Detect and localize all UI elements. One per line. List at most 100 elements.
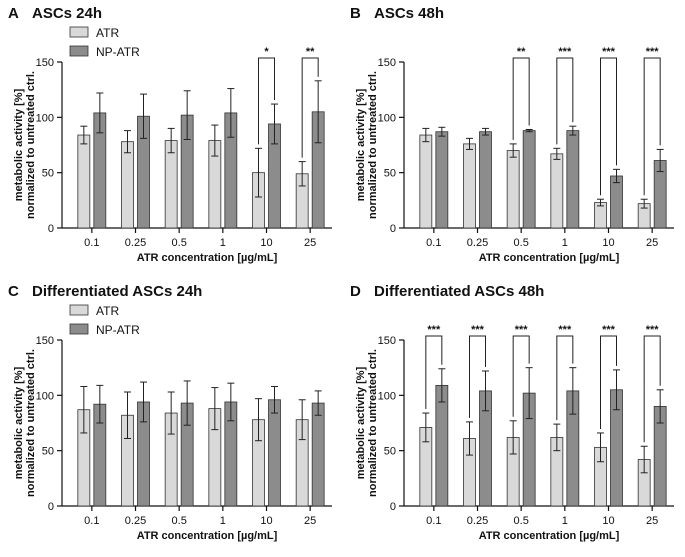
bar-np-atr-3 [566, 130, 580, 229]
x-tick-label-1: 0.25 [467, 237, 488, 249]
sig-bracket-2 [512, 57, 530, 140]
panel-d: D Differentiated ASCs 48h 0 50 100 150 metabol… [350, 283, 674, 542]
y-tick-label-1: 50 [384, 446, 396, 458]
y-axis-label: metabolic activity [%]normalized to untr… [355, 349, 379, 497]
sig-label-5: ** [306, 46, 315, 58]
x-tick-label-0: 0.1 [84, 515, 99, 527]
sig-bracket-4 [600, 335, 617, 429]
x-tick-label-3: 1 [220, 237, 226, 249]
bar-np-atr-0 [435, 131, 449, 229]
x-tick-label-0: 0.1 [426, 237, 441, 249]
x-tick-label-0: 0.1 [84, 237, 99, 249]
sig-bracket-5 [301, 57, 319, 158]
x-tick-label-5: 25 [304, 515, 316, 527]
y-axis-label-line-0: metabolic activity [%] [355, 366, 367, 479]
x-tick-label-4: 10 [260, 237, 272, 249]
y-tick-label-0: 0 [48, 223, 54, 235]
y-axis-label-line-1: normalized to untreated ctrl. [367, 71, 379, 219]
panel-b: B ASCs 48h 0 50 100 150 metabolic activity [%]… [350, 5, 674, 264]
y-axis-label-line-1: normalized to untreated ctrl. [367, 349, 379, 497]
x-tick-label-4: 10 [602, 515, 614, 527]
sig-bracket-3 [556, 57, 574, 145]
bar-np-atr-2 [522, 130, 536, 229]
bar-atr-0 [419, 134, 433, 229]
y-tick-label-3: 150 [36, 57, 54, 69]
y-tick-label-3: 150 [378, 335, 396, 347]
panel-label: A [8, 5, 19, 22]
x-tick-label-5: 25 [646, 515, 658, 527]
x-axis-label: ATR concentration [µg/mL] [479, 252, 620, 264]
panel-label: D [350, 283, 361, 300]
sig-label-5: *** [646, 324, 660, 336]
bar-np-atr-1 [479, 131, 492, 229]
x-axis-label: ATR concentration [µg/mL] [137, 530, 278, 542]
bar-atr-0 [77, 134, 91, 229]
sig-bracket-0 [425, 335, 443, 410]
sig-bracket-4 [258, 57, 275, 145]
y-tick-label-2: 100 [36, 390, 54, 402]
x-tick-label-3: 1 [562, 237, 568, 249]
sig-bracket-1 [469, 335, 486, 418]
panel-a: A ASCs 24h ATR NP-ATR 0 50 100 150 metabolic act… [8, 5, 332, 264]
x-axis-label: ATR concentration [µg/mL] [137, 252, 278, 264]
y-axis-label: metabolic activity [%]normalized to untr… [13, 71, 37, 219]
sig-label-2: *** [515, 324, 529, 336]
bar-atr-1 [463, 143, 476, 229]
y-tick-label-2: 100 [378, 390, 396, 402]
sig-bracket-4 [600, 57, 617, 196]
x-tick-label-3: 1 [562, 515, 568, 527]
bar-np-atr-5 [311, 402, 325, 507]
legend-label-0: ATR [96, 304, 119, 318]
y-axis-label: metabolic activity [%]normalized to untr… [13, 349, 37, 497]
bar-np-atr-0 [435, 384, 449, 507]
y-axis-label-line-0: metabolic activity [%] [355, 88, 367, 201]
y-axis-label-line-1: normalized to untreated ctrl. [25, 71, 37, 219]
panel-label: B [350, 5, 361, 22]
legend-swatch-0 [69, 26, 89, 38]
bar-atr-1 [121, 141, 134, 229]
y-axis-label-line-1: normalized to untreated ctrl. [25, 349, 37, 497]
bar-np-atr-4 [268, 399, 281, 507]
sig-bracket-2 [512, 335, 530, 417]
sig-label-5: *** [646, 46, 660, 58]
sig-label-4: *** [602, 324, 616, 336]
y-axis-label: metabolic activity [%]normalized to untr… [355, 71, 379, 219]
x-tick-label-2: 0.5 [514, 515, 529, 527]
y-tick-label-1: 50 [42, 168, 54, 180]
x-tick-label-2: 0.5 [172, 237, 187, 249]
sig-label-4: *** [602, 46, 616, 58]
y-tick-label-3: 150 [36, 335, 54, 347]
x-tick-label-3: 1 [220, 515, 226, 527]
legend-label-1: NP-ATR [96, 45, 140, 59]
y-tick-label-1: 50 [42, 446, 54, 458]
panel-title: Differentiated ASCs 24h [32, 283, 202, 300]
sig-label-4: * [264, 46, 269, 58]
x-tick-label-5: 25 [646, 237, 658, 249]
sig-bracket-3 [556, 335, 574, 421]
sig-label-1: *** [471, 324, 485, 336]
panel-title: ASCs 48h [374, 5, 444, 22]
legend-label-1: NP-ATR [96, 323, 140, 337]
bar-atr-2 [164, 140, 178, 229]
y-tick-label-0: 0 [390, 501, 396, 513]
y-axis-label-line-0: metabolic activity [%] [13, 88, 25, 201]
legend-swatch-1 [69, 323, 89, 335]
x-tick-label-2: 0.5 [514, 237, 529, 249]
y-tick-label-2: 100 [378, 112, 396, 124]
bar-atr-2 [506, 150, 520, 229]
bar-np-atr-4 [610, 175, 623, 229]
x-tick-label-1: 0.25 [125, 237, 146, 249]
x-tick-label-4: 10 [260, 515, 272, 527]
y-tick-label-0: 0 [390, 223, 396, 235]
panel-title: ASCs 24h [32, 5, 102, 22]
x-axis-label: ATR concentration [µg/mL] [479, 530, 620, 542]
bar-atr-3 [550, 153, 564, 229]
panel-title: Differentiated ASCs 48h [374, 283, 544, 300]
y-tick-label-2: 100 [36, 112, 54, 124]
legend-label-0: ATR [96, 26, 119, 40]
legend-swatch-1 [69, 45, 89, 57]
y-tick-label-0: 0 [48, 501, 54, 513]
x-tick-label-1: 0.25 [125, 515, 146, 527]
sig-label-3: *** [558, 324, 572, 336]
